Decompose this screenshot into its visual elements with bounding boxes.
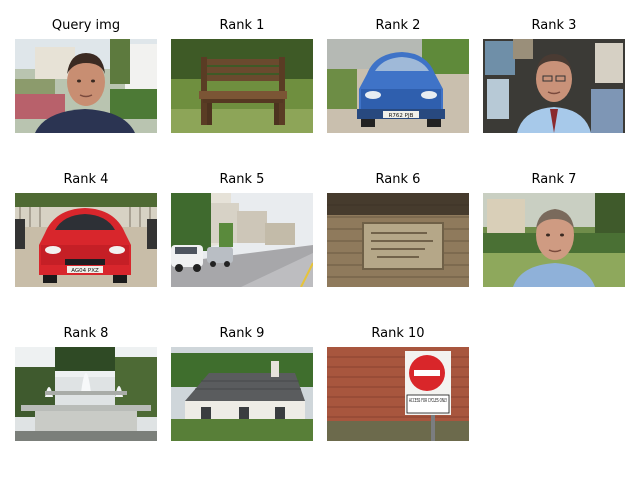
- result-image: [171, 39, 313, 133]
- cell-title: Rank 1: [219, 18, 265, 33]
- cell-title: Rank 2: [375, 18, 421, 33]
- license-plate: AG04 PXZ: [71, 268, 99, 274]
- cell-title: Query img: [51, 18, 121, 33]
- cell-title: Rank 9: [219, 326, 265, 341]
- result-image: [171, 193, 313, 287]
- sign-text: ACCESS FOR CYCLES ONLY: [409, 398, 448, 404]
- result-image: [15, 347, 157, 441]
- cell-title: Rank 3: [531, 18, 577, 33]
- cell-title: Rank 5: [219, 172, 265, 187]
- cell-title: Rank 6: [375, 172, 421, 187]
- query-image: [15, 39, 157, 133]
- result-image: [483, 39, 625, 133]
- result-image: AG04 PXZ: [15, 193, 157, 287]
- result-image: [483, 193, 625, 287]
- cell-title: Rank 10: [371, 326, 425, 341]
- result-image: [327, 193, 469, 287]
- result-image: [171, 347, 313, 441]
- license-plate: R762 PJB: [389, 113, 414, 119]
- result-image: R762 PJB: [327, 39, 469, 133]
- result-image: ACCESS FOR CYCLES ONLY: [327, 347, 469, 441]
- cell-title: Rank 8: [63, 326, 109, 341]
- cell-title: Rank 7: [531, 172, 577, 187]
- cell-title: Rank 4: [63, 172, 109, 187]
